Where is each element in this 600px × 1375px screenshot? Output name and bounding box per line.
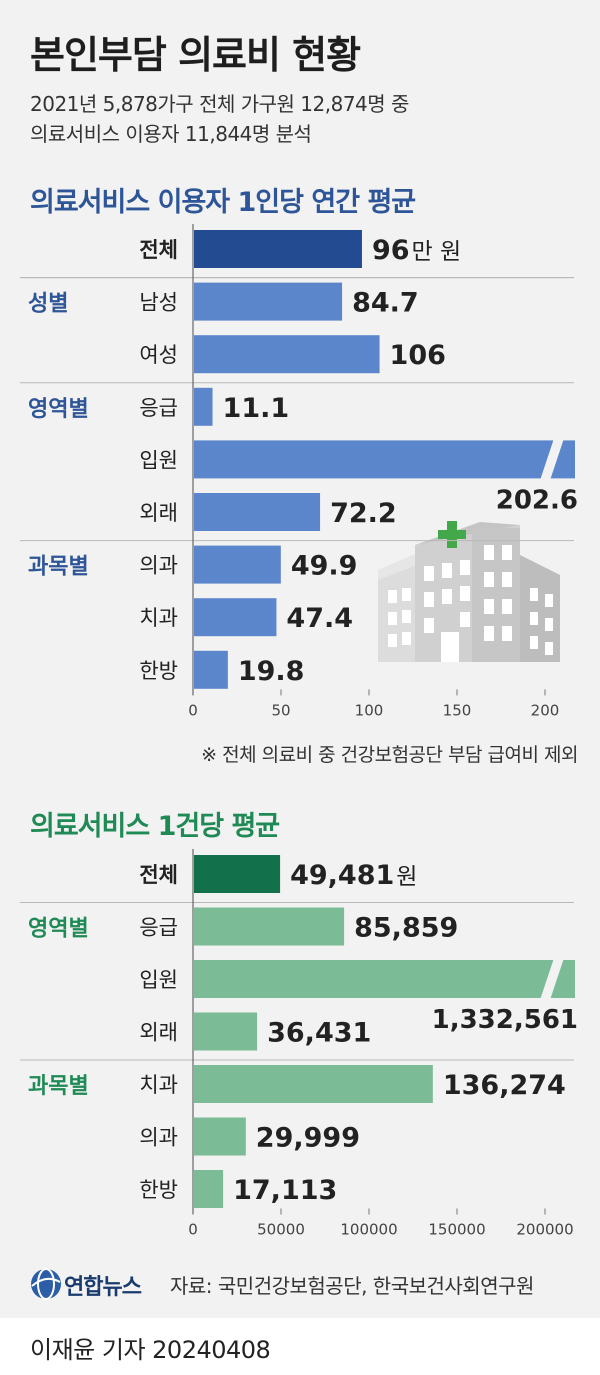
group-label: 과목별 [28, 555, 89, 580]
page-title: 본인부담 의료비 현황 [30, 33, 361, 77]
x-tick-label: 200000 [516, 1221, 573, 1239]
x-tick-label: 50 [271, 701, 290, 719]
bar [194, 598, 277, 637]
bar [194, 1065, 433, 1103]
axis-break [540, 438, 564, 481]
value-label: 72.2 [330, 498, 397, 529]
category-label: 응급 [139, 916, 178, 940]
chart-1: 0 50 100 150 200 전체 96만 원성별 남성 84.7 여성 106 영역별 응급 11.… [20, 224, 578, 719]
group-label: 영역별 [28, 917, 89, 942]
category-label: 전체 [139, 863, 178, 887]
x-tick-label: 200 [531, 701, 560, 719]
category-label: 외래 [139, 1021, 178, 1045]
bar [194, 230, 362, 268]
value-label: 11.1 [223, 393, 290, 424]
value-label: 36,431 [267, 1018, 371, 1049]
value-label: 202.6 [496, 485, 578, 515]
value-label: 29,999 [256, 1123, 360, 1154]
x-tick-label: 0 [188, 1221, 198, 1239]
value-label: 106 [390, 340, 446, 371]
yonhap-logo: 연합뉴스 [28, 1264, 168, 1304]
x-tick-label: 100000 [340, 1221, 397, 1239]
chart-2-title: 의료서비스 1건당 평균 [30, 811, 280, 842]
axis-break [540, 958, 564, 1000]
x-tick-label: 100 [355, 701, 384, 719]
green-cross-icon [438, 521, 466, 548]
value-unit: 원 [396, 864, 417, 890]
value-label: 17,113 [233, 1175, 337, 1206]
category-label: 한방 [139, 1178, 178, 1202]
value-label: 84.7 [352, 288, 419, 319]
value-label: 136,274 [443, 1070, 566, 1101]
group-label: 성별 [28, 292, 68, 317]
bar [194, 440, 575, 479]
category-label: 여성 [139, 343, 178, 367]
bar [194, 907, 345, 946]
subtitle-line-2: 의료서비스 이용자 11,844명 분석 [30, 122, 312, 146]
source-text: 자료: 국민건강보험공단, 한국보건사회연구원 [170, 1274, 534, 1298]
bar [194, 493, 321, 531]
chart-1-footnote: ※ 전체 의료비 중 건강보험공단 부담 급여비 제외 [201, 744, 578, 766]
value-label: 85,859 [354, 913, 458, 944]
group-label: 과목별 [28, 1074, 89, 1099]
category-label: 입원 [139, 968, 178, 992]
bar [194, 387, 213, 426]
category-label: 치과 [139, 1073, 178, 1097]
reporter-credit: 이재윤 기자 20240408 [30, 1336, 271, 1364]
value-label: 49.9 [291, 551, 358, 582]
value-label: 96만 원 [372, 235, 461, 266]
chart-1-title: 의료서비스 이용자 1인당 연간 평균 [30, 187, 416, 218]
bar [194, 282, 343, 321]
bar [194, 1117, 246, 1156]
bar [194, 335, 380, 374]
category-label: 전체 [139, 238, 178, 262]
x-tick-label: 150 [443, 701, 472, 719]
bar [194, 650, 228, 689]
x-tick-label: 50000 [257, 1221, 305, 1239]
x-tick-label: 0 [188, 701, 198, 719]
bar [194, 855, 281, 893]
value-label: 1,332,561 [432, 1005, 578, 1035]
value-unit: 만 원 [412, 239, 462, 265]
category-label: 치과 [139, 606, 178, 630]
value-label: 49,481원 [290, 860, 417, 891]
category-label: 입원 [139, 448, 178, 472]
category-label: 남성 [139, 291, 178, 315]
category-label: 한방 [139, 659, 178, 683]
bar [194, 1170, 224, 1208]
yonhap-logo-icon [31, 1268, 61, 1300]
logo-text: 연합뉴스 [64, 1275, 142, 1300]
hospital-building-icon [378, 521, 560, 662]
subtitle-line-1: 2021년 5,878가구 전체 가구원 12,874명 중 [30, 92, 409, 116]
category-label: 외래 [139, 501, 178, 525]
bar [194, 545, 281, 584]
category-label: 의과 [139, 554, 178, 578]
bar [194, 960, 575, 998]
value-label: 19.8 [238, 656, 305, 687]
category-label: 응급 [139, 396, 178, 420]
group-label: 영역별 [28, 397, 89, 422]
value-label: 47.4 [286, 603, 353, 634]
category-label: 의과 [139, 1126, 178, 1150]
x-tick-label: 150000 [428, 1221, 485, 1239]
bar [194, 1012, 258, 1051]
